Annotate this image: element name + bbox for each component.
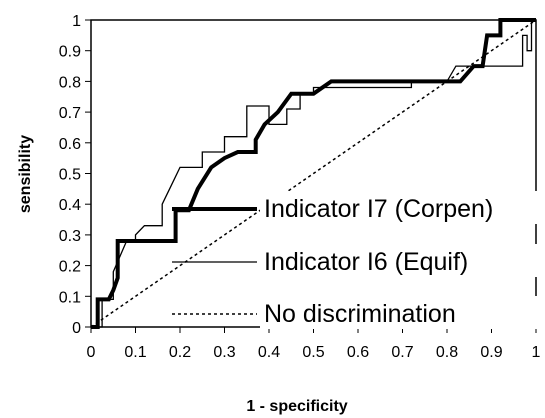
x-tick-label: 0.5 (302, 344, 324, 361)
x-tick-label: 0.9 (480, 344, 502, 361)
series-line-2 (90, 19, 537, 328)
y-tick-label: 0 (72, 320, 81, 337)
legend-backing (260, 244, 542, 277)
y-axis-title: sensibility (17, 135, 34, 213)
x-tick-label: 1 (532, 344, 541, 361)
x-tick-label: 0.7 (391, 344, 413, 361)
x-tick-label: 0.2 (169, 344, 191, 361)
series-lines (90, 18, 537, 329)
y-tick-label: 0.6 (59, 136, 81, 153)
y-tick-label: 0.9 (59, 44, 81, 61)
legend-label-1: Indicator I6 (Equif) (264, 248, 468, 276)
x-tick-label: 0.1 (124, 344, 146, 361)
legend-backing (260, 296, 542, 329)
y-tick-label: 1 (72, 13, 81, 30)
y-tick-label: 0.2 (59, 259, 81, 276)
x-tick-label: 0.4 (258, 344, 280, 361)
legend-label-0: Indicator I7 (Corpen) (264, 195, 493, 223)
x-tick-label: 0 (87, 344, 96, 361)
y-tick-label: 0.4 (59, 197, 81, 214)
y-tick-label: 0.7 (59, 105, 81, 122)
y-tick-label: 0.3 (59, 228, 81, 245)
x-tick-label: 0.3 (213, 344, 235, 361)
series-line-1 (91, 19, 536, 328)
legend: Indicator I7 (Corpen) Indicator I6 (Equif… (172, 191, 542, 329)
y-tick-label: 0.5 (59, 167, 81, 184)
x-axis-title: 1 - specificity (246, 398, 347, 415)
x-tick-label: 0.6 (347, 344, 369, 361)
legend-label-2: No discrimination (264, 300, 456, 328)
series-line-0 (91, 18, 536, 329)
axes: 0 0.1 0.2 0.3 0.4 0.5 0.6 0.7 0.8 0.9 1 0 0.1 0.2 0.3 0… (59, 13, 541, 361)
x-tick-label: 0.8 (436, 344, 458, 361)
y-tick-label: 0.1 (59, 289, 81, 306)
y-tick-label: 0.8 (59, 74, 81, 91)
legend-backing (260, 191, 542, 224)
